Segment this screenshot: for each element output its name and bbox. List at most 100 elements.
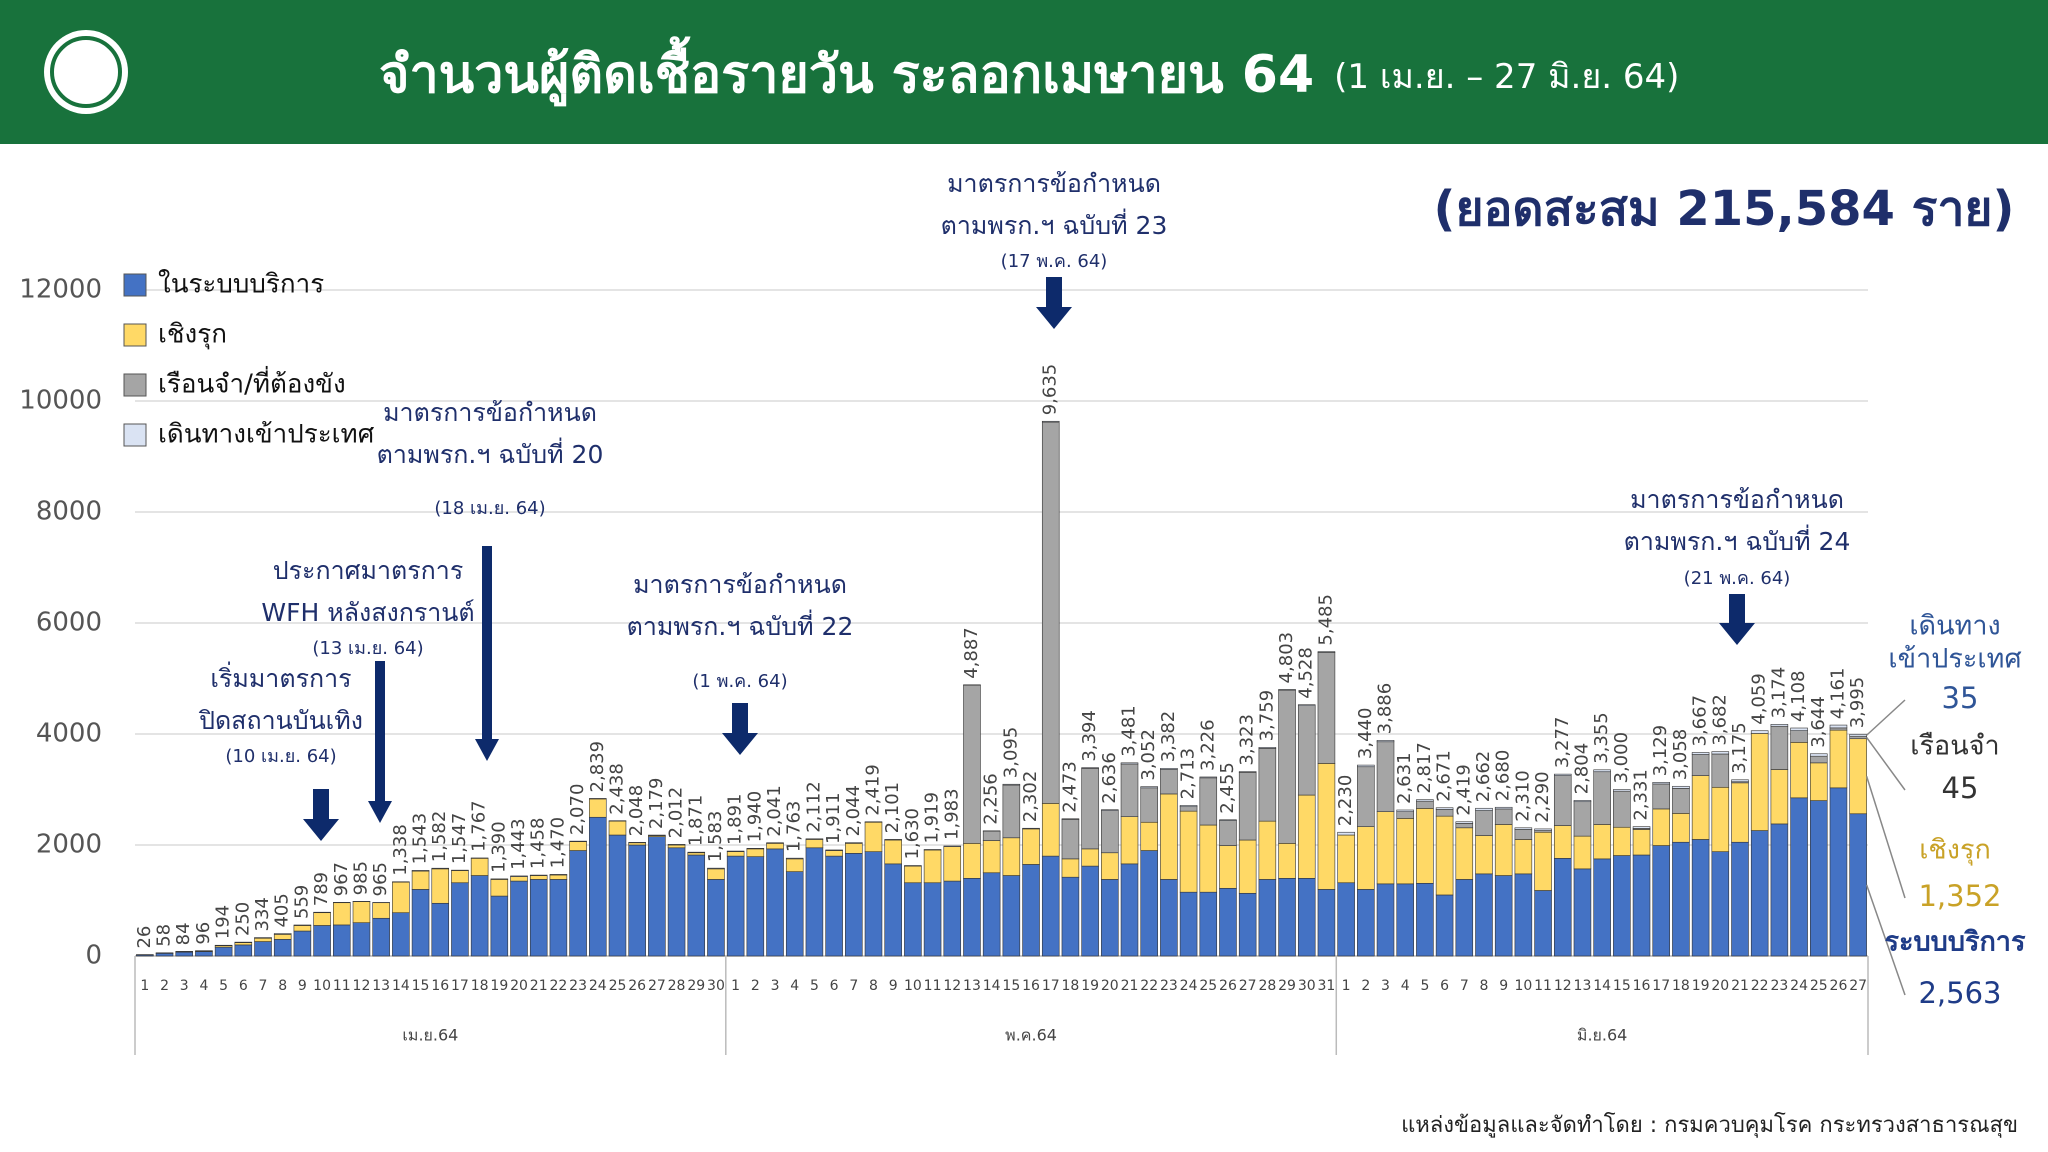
bar-segment: [1357, 766, 1375, 827]
bar-segment: [1337, 834, 1355, 884]
total-label: 1,983: [941, 788, 962, 840]
bar-segment: [1494, 875, 1513, 957]
bar-segment: [1790, 742, 1808, 799]
total-label: 1,630: [902, 808, 923, 860]
x-tick-label: 1: [731, 978, 740, 994]
bar-segment: [254, 941, 272, 957]
bar-segment: [1258, 820, 1277, 880]
bar-segment: [1691, 754, 1710, 776]
bar-segment: [1022, 827, 1040, 830]
annotation-text: เริ่มมาตรการ: [210, 661, 351, 693]
bar-segment: [1317, 651, 1336, 653]
bar-segment: [1494, 808, 1513, 825]
x-tick-label: 11: [924, 978, 942, 994]
bar-segment: [1120, 816, 1139, 865]
bar-segment: [963, 843, 981, 879]
total-label: 3,995: [1847, 677, 1868, 729]
x-tick-label: 24: [1180, 978, 1198, 994]
annotation-text: ตามพรก.ฯ ฉบับที่ 20: [377, 437, 604, 469]
bar-segment: [451, 882, 469, 957]
total-label: 4,887: [961, 627, 982, 679]
bar-segment: [1455, 827, 1474, 880]
bar-segment: [963, 684, 981, 844]
bar-segment: [943, 846, 962, 882]
bar-segment: [1179, 810, 1198, 893]
bar-segment: [1652, 782, 1670, 785]
x-tick-label: 30: [1298, 978, 1316, 994]
bar-segment: [1553, 825, 1572, 859]
bar-segment: [313, 912, 331, 926]
bar-segment: [1553, 775, 1572, 826]
bar-segment: [1081, 768, 1099, 850]
bar-segment: [1573, 835, 1592, 870]
bar-segment: [1790, 727, 1808, 731]
total-label: 2,302: [1020, 771, 1041, 823]
legend-label: เดินทางเข้าประเทศ: [158, 420, 375, 450]
logo-ring: [50, 36, 122, 108]
bar-segment: [1514, 839, 1533, 875]
bar-segment: [1376, 741, 1395, 813]
bar-segment: [1416, 800, 1434, 809]
bar-segment: [923, 849, 942, 884]
cumulative-total: (ยอดสะสม 215,584 ราย): [1434, 181, 2015, 237]
annotation-date: (17 พ.ค. 64): [1001, 251, 1108, 272]
title: จำนวนผู้ติดเชื้อรายวัน ระลอกเมษายน 64 (1 …: [379, 36, 1679, 107]
bar-segment: [1179, 805, 1198, 808]
bar-segment: [490, 879, 509, 897]
arrow-head: [368, 801, 392, 823]
total-label: 3,667: [1690, 695, 1711, 747]
total-label: 3,058: [1670, 729, 1691, 781]
bar-segment: [1849, 738, 1867, 815]
bar-segment: [1297, 877, 1316, 957]
bar-segment: [785, 858, 804, 872]
annotation-text: ตามพรก.ฯ ฉบับที่ 24: [1624, 524, 1851, 556]
total-label: 3,644: [1808, 696, 1829, 748]
bar-segment: [1140, 850, 1158, 957]
legend-label: ในระบบบริการ: [158, 270, 324, 300]
total-label: 1,390: [488, 821, 509, 873]
bar-segment: [785, 871, 804, 957]
annotation-text: ประกาศมาตรการ: [273, 556, 464, 585]
total-label: 4,108: [1788, 670, 1809, 722]
x-tick-label: 14: [983, 978, 1001, 994]
bar-segment: [1179, 891, 1198, 957]
x-tick-label: 6: [830, 978, 839, 994]
bar-segment: [431, 902, 450, 957]
title-text: จำนวนผู้ติดเชื้อรายวัน ระลอกเมษายน 64: [379, 36, 1314, 107]
x-tick-label: 17: [1042, 978, 1060, 994]
bar-segment: [628, 842, 646, 846]
total-label: 2,070: [567, 784, 588, 836]
bar-segment: [943, 845, 962, 847]
bar-segment: [1770, 725, 1789, 770]
bar-segment: [648, 836, 666, 957]
total-label: 58: [154, 924, 175, 947]
x-tick-label: 4: [1401, 978, 1410, 994]
bar-segment: [904, 882, 922, 957]
bar-segment: [1002, 837, 1021, 876]
bar-segment: [1357, 764, 1375, 768]
x-tick-label: 13: [1574, 978, 1592, 994]
bar-segment: [1809, 755, 1828, 764]
total-label: 3,440: [1355, 708, 1376, 760]
x-tick-label: 15: [1613, 978, 1631, 994]
x-tick-label: 21: [1731, 978, 1749, 994]
bar-segment: [667, 847, 686, 957]
x-tick-label: 16: [1633, 978, 1651, 994]
bar-segment: [431, 868, 450, 904]
bar-segment: [1061, 818, 1080, 820]
bar-segment: [805, 838, 824, 840]
total-label: 2,041: [764, 785, 785, 837]
bar-segment: [490, 878, 509, 880]
x-tick-label: 31: [1318, 978, 1336, 994]
header-band: [0, 0, 2048, 144]
bar-segment: [1829, 729, 1848, 789]
total-label: 2,230: [1335, 775, 1356, 827]
bar-segment: [1514, 827, 1533, 830]
bar-segment: [864, 821, 883, 852]
bar-segment: [352, 901, 371, 923]
total-label: 3,226: [1197, 719, 1218, 771]
bar-segment: [904, 865, 922, 867]
bar-segment: [1396, 883, 1414, 957]
x-tick-label: 13: [372, 978, 390, 994]
total-label: 3,000: [1611, 732, 1632, 784]
